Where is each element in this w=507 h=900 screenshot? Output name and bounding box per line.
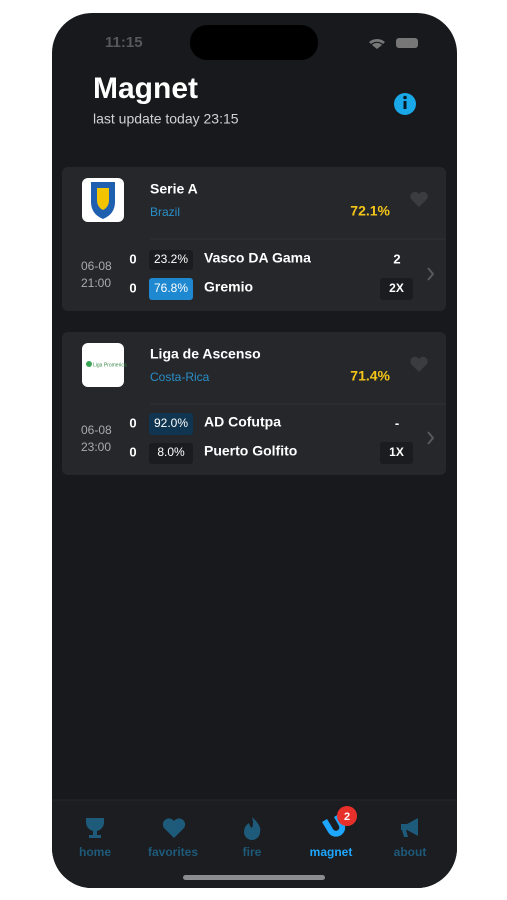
pct: 23.2%	[154, 252, 188, 266]
match-card[interactable]: Liga Promerica Liga de Ascenso Costa-Ric…	[62, 332, 446, 475]
tab-fire[interactable]: fire	[243, 817, 262, 859]
dynamic-island	[190, 25, 318, 60]
subtitle: last update today 23:15	[93, 111, 239, 127]
tab-about[interactable]: about	[394, 818, 427, 859]
match-date: 06-08	[81, 259, 112, 273]
info-button[interactable]	[394, 93, 416, 115]
pick-box	[380, 278, 413, 300]
score: 0	[129, 280, 136, 295]
match-card[interactable]: Serie A Brazil 72.1% 06-08 21:00 0 0 23.…	[62, 167, 446, 311]
pick-box	[380, 442, 413, 464]
home-indicator	[183, 875, 325, 880]
tab-label: magnet	[310, 845, 353, 859]
pct-box	[149, 250, 193, 270]
status-time: 11:15	[105, 34, 143, 51]
tab-label: about	[394, 845, 427, 859]
score: 0	[129, 444, 136, 459]
match-date: 06-08	[81, 423, 112, 437]
league-percent: 72.1%	[350, 203, 390, 219]
league-name: Serie A	[150, 181, 198, 197]
badge-count: 2	[344, 811, 350, 823]
badge	[337, 806, 357, 826]
title: Magnet	[93, 72, 198, 105]
result: -	[395, 415, 399, 430]
tab-favorites[interactable]: favorites	[148, 818, 198, 859]
tab-magnet[interactable]: magnet 2	[310, 806, 357, 859]
chevron	[427, 431, 435, 445]
pct: 92.0%	[154, 416, 188, 430]
pick: 2X	[389, 281, 404, 295]
match-time: 21:00	[81, 276, 111, 290]
league-logo	[82, 178, 124, 222]
team-name: Gremio	[204, 279, 253, 295]
team-name: AD Cofutpa	[204, 414, 281, 430]
pct: 76.8%	[154, 281, 188, 295]
chevron	[427, 267, 435, 281]
result: 2	[393, 251, 400, 266]
league-logo: Liga Promerica	[82, 343, 127, 387]
score: 0	[129, 251, 136, 266]
league-percent: 71.4%	[350, 368, 390, 384]
logo-text: Liga Promerica	[93, 362, 127, 368]
league-country: Costa-Rica	[150, 370, 210, 384]
team-name: Vasco DA Gama	[204, 250, 311, 266]
team-name: Puerto Golfito	[204, 443, 297, 459]
pct: 8.0%	[157, 445, 185, 459]
favorite-button[interactable]	[410, 356, 428, 372]
pct-box	[149, 443, 193, 464]
league-name: Liga de Ascenso	[150, 346, 261, 362]
pct-box	[149, 413, 193, 435]
score: 0	[129, 415, 136, 430]
league-country: Brazil	[150, 205, 180, 219]
pct-box	[149, 278, 193, 300]
tab-label: favorites	[148, 845, 198, 859]
status-icons	[369, 38, 418, 49]
match-time: 23:00	[81, 440, 111, 454]
tab-bar	[52, 800, 457, 888]
tab-label: fire	[243, 845, 262, 859]
tab-home[interactable]: home	[79, 818, 111, 859]
pick: 1X	[389, 445, 404, 459]
favorite-button[interactable]	[410, 191, 428, 207]
tab-label: home	[79, 845, 111, 859]
